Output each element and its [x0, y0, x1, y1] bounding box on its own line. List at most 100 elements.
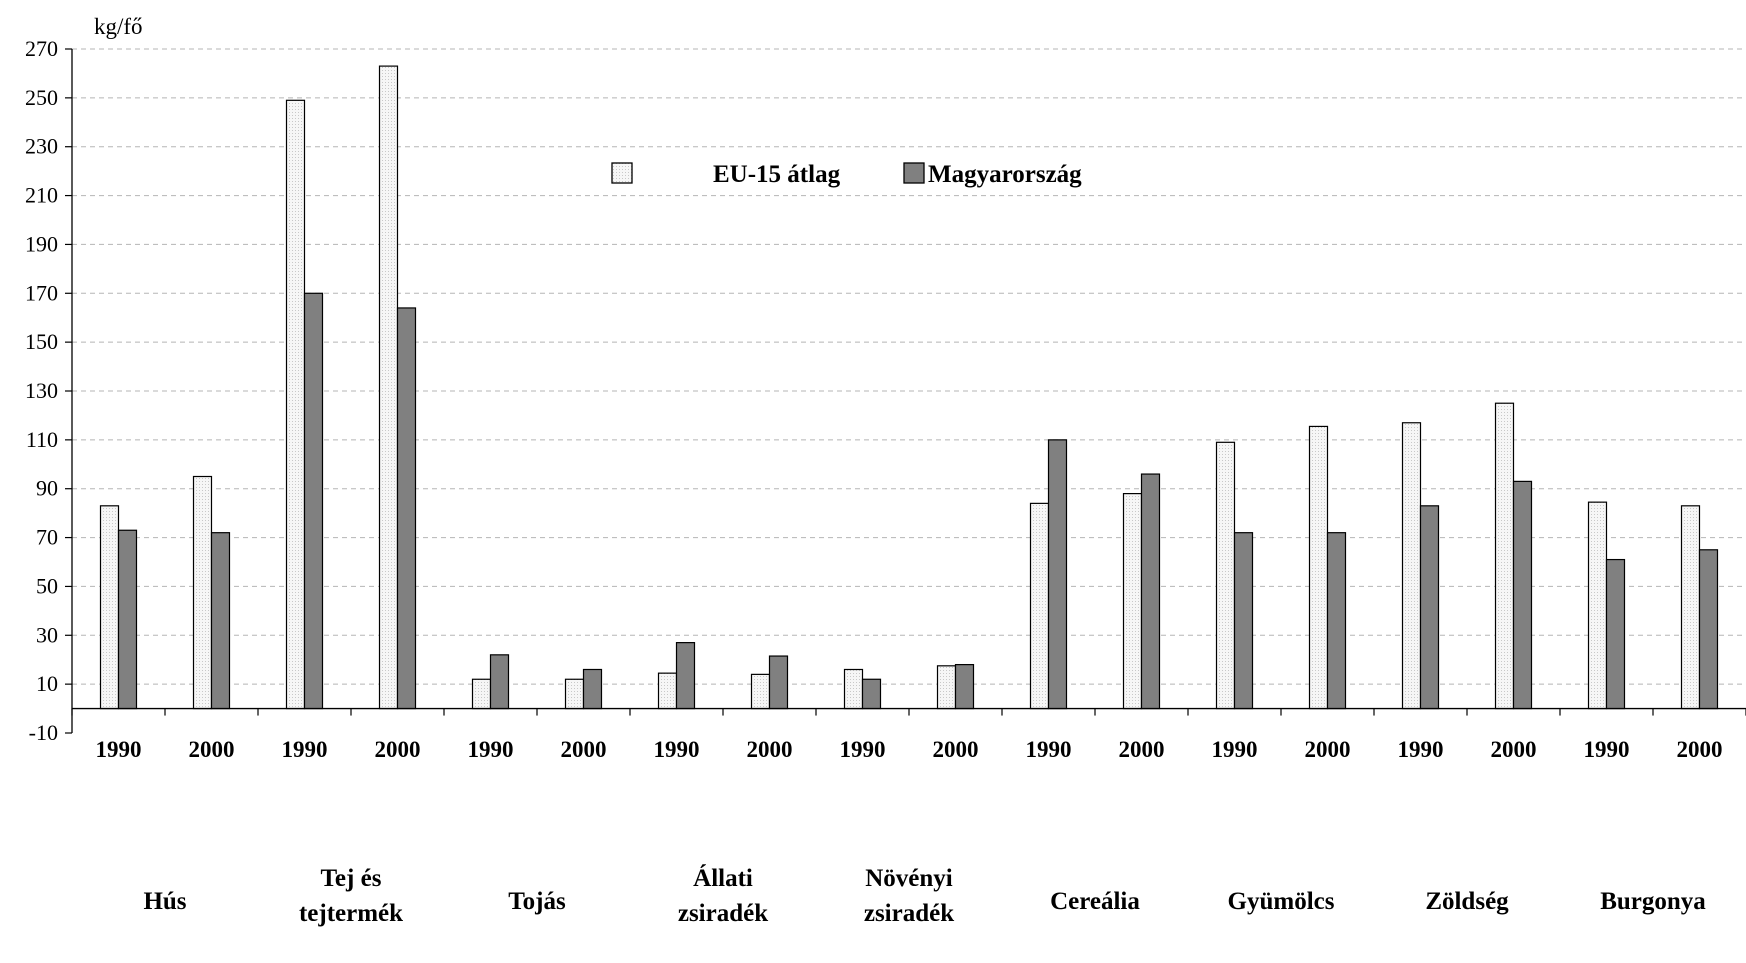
category-group-label: Állati zsiradék [678, 864, 768, 927]
x-tick-label: 2000 [933, 737, 979, 762]
category-group-label-line: Növényi [865, 865, 953, 892]
category-group-label-line: Burgonya [1600, 888, 1706, 915]
legend-swatch-eu15 [611, 162, 633, 184]
bar-eu15 [936, 665, 957, 710]
y-tick-label: 230 [25, 134, 58, 159]
x-tick-label: 2000 [1119, 737, 1165, 762]
bar-magyarorszag [1419, 505, 1440, 710]
bar-magyarorszag [861, 678, 882, 710]
bar-magyarorszag [1047, 439, 1068, 710]
category-group-label-line: Gyümölcs [1228, 888, 1335, 915]
category-group-label-line: Zöldség [1425, 888, 1509, 915]
y-tick-labels: -10 10 30 50 70 90 110 130 150 170 190 210 230 250 270 [25, 36, 58, 745]
category-group-label: Tojás [508, 888, 566, 915]
x-tick-labels: 1990 2000 1990 2000 1990 2000 1990 2000 1990 2000… [96, 737, 1723, 762]
bar-eu15 [564, 678, 585, 710]
x-tick-label: 1990 [96, 737, 142, 762]
category-group-label: Zöldség [1425, 888, 1509, 915]
bar-eu15 [1308, 425, 1329, 710]
bar-magyarorszag [1512, 480, 1533, 710]
bar-magyarorszag [117, 529, 138, 710]
category-group-label-line: Állati [693, 864, 753, 892]
x-tick-label: 1990 [468, 737, 514, 762]
bar-eu15 [1587, 501, 1608, 710]
gridlines [72, 48, 1746, 685]
y-tick-label: 210 [25, 183, 58, 208]
bar-eu15 [471, 678, 492, 710]
category-group-label-line: Tej és [321, 865, 382, 892]
bar-eu15 [750, 673, 771, 710]
x-tick-label: 1990 [1026, 737, 1072, 762]
category-group-label: Növényi zsiradék [864, 865, 954, 927]
category-group-label: Cereália [1050, 888, 1140, 915]
y-tick-label: 250 [25, 85, 58, 110]
bar-magyarorszag [1233, 532, 1254, 710]
category-group-label-line: tejtermék [299, 900, 403, 927]
x-tick-label: 1990 [654, 737, 700, 762]
x-tick-label: 1990 [1398, 737, 1444, 762]
category-group-label: Burgonya [1600, 888, 1706, 915]
bar-eu15 [1215, 441, 1236, 710]
bar-magyarorszag [768, 655, 789, 710]
bar-eu15 [843, 668, 864, 710]
bar-magyarorszag [1605, 558, 1626, 710]
x-tick-label: 2000 [561, 737, 607, 762]
category-group-label-line: Tojás [508, 888, 566, 915]
bar-magyarorszag [1698, 549, 1719, 710]
category-group-label: Gyümölcs [1228, 888, 1335, 915]
y-tick-label: 70 [36, 525, 58, 550]
bar-eu15 [99, 505, 120, 710]
bar-eu15 [657, 672, 678, 710]
x-tick-label: 2000 [189, 737, 235, 762]
category-group-label-line: zsiradék [678, 900, 768, 927]
category-group-labels: Hús Tej és tejtermék Tojás Állati zsiradék Növ… [143, 864, 1706, 927]
x-tick-label: 2000 [1677, 737, 1723, 762]
bar-magyarorszag [675, 642, 696, 710]
x-tick-label: 1990 [1212, 737, 1258, 762]
y-tick-label: 150 [25, 329, 58, 354]
x-tick-label: 2000 [375, 737, 421, 762]
y-tick-label: 90 [36, 476, 58, 501]
bar-magyarorszag [582, 668, 603, 710]
bar-eu15 [1680, 505, 1701, 710]
y-tick-label: -10 [29, 720, 58, 745]
bar-eu15 [378, 65, 399, 710]
legend-label-eu15: EU-15 átlag [713, 161, 841, 188]
bar-eu15 [1494, 402, 1515, 710]
bar-eu15 [1029, 502, 1050, 710]
legend-label-magyarorszag: Magyarország [928, 161, 1082, 188]
bar-magyarorszag [303, 292, 324, 710]
category-group-label-line: Cereália [1050, 888, 1140, 915]
bar-magyarorszag [1326, 532, 1347, 710]
y-tick-label: 170 [25, 280, 58, 305]
legend-swatch-magyarorszag [903, 162, 925, 184]
y-axis-unit-label: kg/fő [94, 14, 143, 39]
bar-eu15 [285, 99, 306, 710]
bar-eu15 [1122, 493, 1143, 710]
x-tick-label: 1990 [282, 737, 328, 762]
y-tick-label: 110 [26, 427, 58, 452]
x-tick-label: 2000 [1305, 737, 1351, 762]
bar-eu15 [1401, 422, 1422, 710]
bar-magyarorszag [396, 307, 417, 710]
y-tick-label: 130 [25, 378, 58, 403]
y-tick-label: 10 [36, 671, 58, 696]
bar-magyarorszag [489, 654, 510, 710]
axes [65, 48, 1746, 734]
category-group-label: Tej és tejtermék [299, 865, 403, 927]
x-tick-label: 2000 [747, 737, 793, 762]
bar-magyarorszag [1140, 473, 1161, 710]
x-tick-label: 1990 [1584, 737, 1630, 762]
y-tick-label: 50 [36, 573, 58, 598]
category-group-label: Hús [143, 888, 186, 915]
category-group-label-line: Hús [143, 888, 186, 915]
y-tick-label: 30 [36, 622, 58, 647]
bar-magyarorszag [210, 532, 231, 710]
y-tick-label: 190 [25, 231, 58, 256]
bar-eu15 [192, 475, 213, 710]
legend: EU-15 átlag Magyarország [611, 161, 1082, 188]
x-tick-label: 1990 [840, 737, 886, 762]
x-tick-label: 2000 [1491, 737, 1537, 762]
y-tick-label: 270 [25, 36, 58, 61]
